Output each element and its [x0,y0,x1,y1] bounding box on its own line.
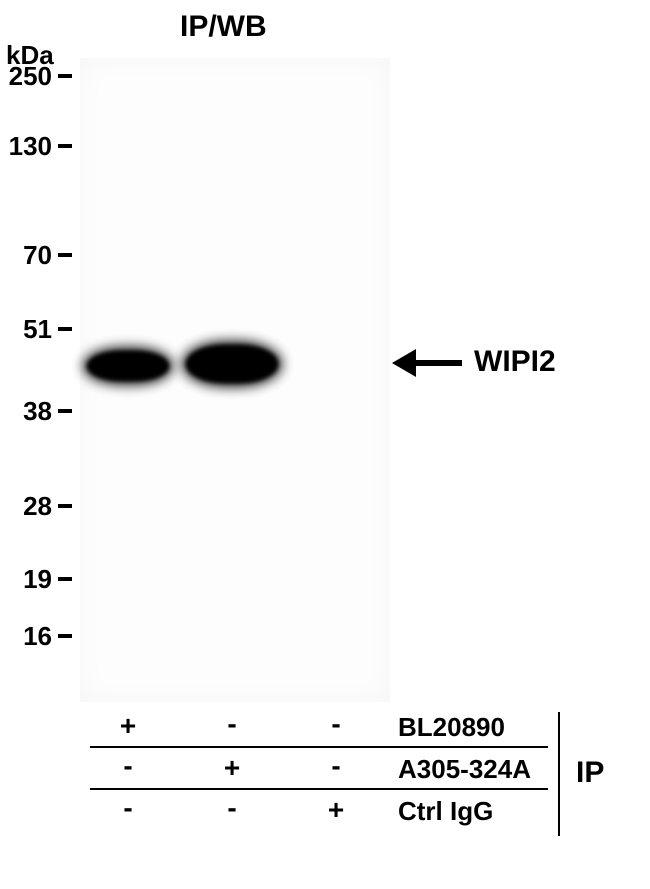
table-divider [90,788,548,790]
assay-title: IP/WB [180,10,267,44]
ip-label: IP [576,756,604,790]
arrow-head-icon [392,349,416,377]
mw-tick [58,577,72,581]
mw-label: 16 [4,621,52,652]
table-divider [90,746,548,748]
mw-label: 51 [4,314,52,345]
antibody-label: BL20890 [398,712,505,743]
lane-mark: - [197,708,267,740]
lane-mark: - [93,750,163,782]
antibody-label: A305-324A [398,754,531,785]
lane-mark: - [301,750,371,782]
mw-tick [58,409,72,413]
protein-label: WIPI2 [474,345,556,379]
mw-tick [58,504,72,508]
lane-mark: - [197,792,267,824]
arrow-stem [416,360,462,366]
lane-mark: - [301,708,371,740]
mw-tick [58,253,72,257]
lane-mark: + [301,794,371,826]
mw-tick [58,144,72,148]
mw-label: 28 [4,491,52,522]
protein-band [186,345,278,383]
mw-tick [58,634,72,638]
mw-label: 38 [4,396,52,427]
antibody-label: Ctrl IgG [398,796,493,827]
lane-mark: + [93,710,163,742]
mw-label: 250 [4,61,52,92]
lane-mark: + [197,752,267,784]
mw-label: 130 [4,131,52,162]
mw-label: 19 [4,564,52,595]
mw-label: 70 [4,240,52,271]
lane-mark: - [93,792,163,824]
mw-tick [58,74,72,78]
mw-tick [58,327,72,331]
protein-band [87,351,169,381]
ip-bracket [558,712,560,836]
